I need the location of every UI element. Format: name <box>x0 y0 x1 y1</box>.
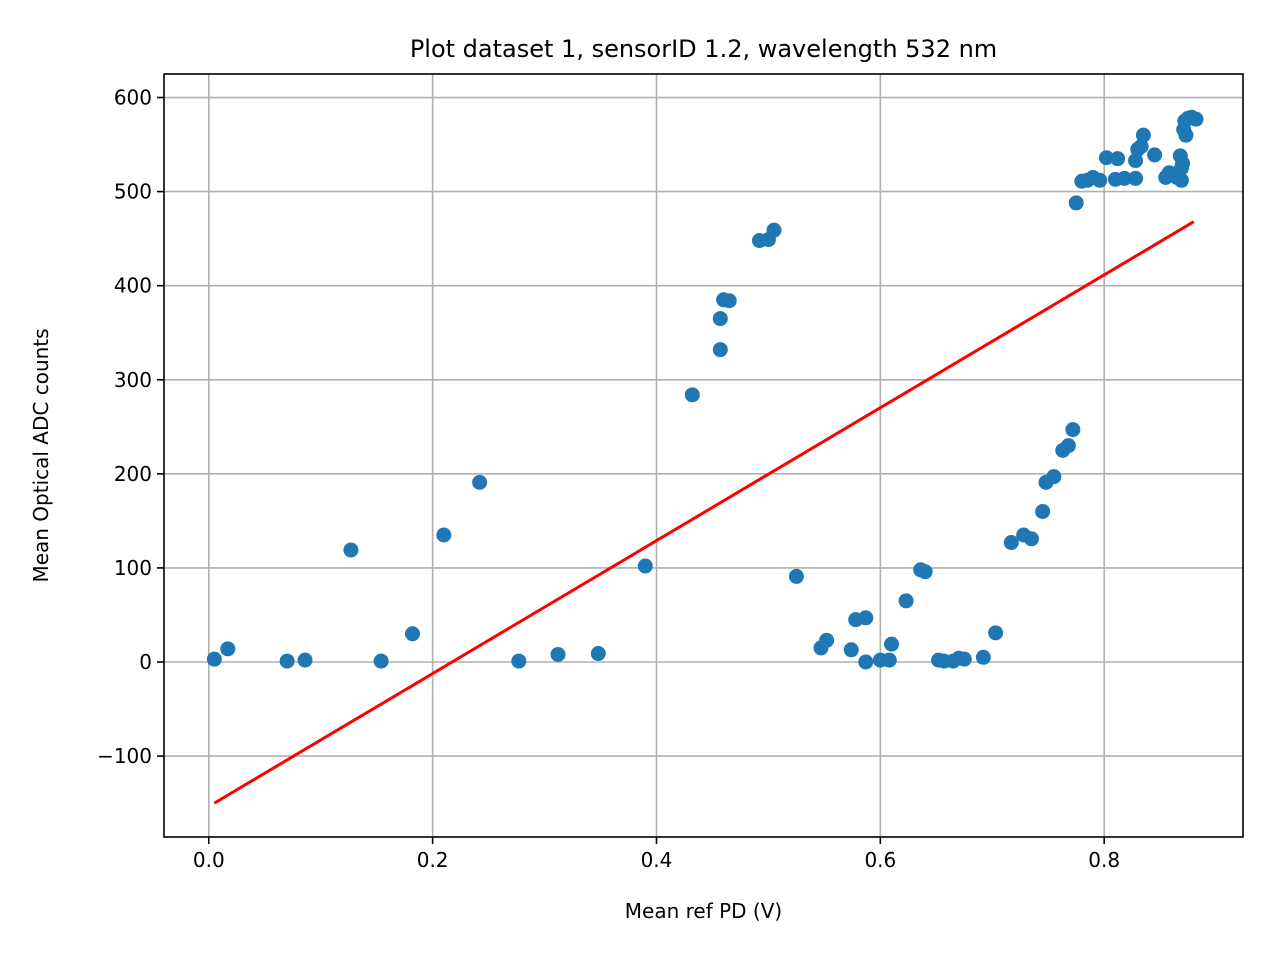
x-tick-label: 0.4 <box>641 848 673 872</box>
data-point <box>1060 438 1076 454</box>
data-point <box>511 653 527 669</box>
y-tick-label: 200 <box>114 462 152 486</box>
data-point <box>590 646 606 662</box>
data-point <box>1035 503 1051 519</box>
data-point <box>1098 150 1114 166</box>
data-point <box>1068 195 1084 211</box>
x-axis-label: Mean ref PD (V) <box>625 899 782 923</box>
data-point <box>1128 170 1144 186</box>
data-point <box>297 652 313 668</box>
data-point <box>1128 153 1144 169</box>
data-point <box>1133 138 1149 154</box>
y-tick-label: 500 <box>114 180 152 204</box>
data-point <box>1188 111 1204 127</box>
y-axis-ticks: −100 0 100 200 300 400 500 600 <box>97 86 164 768</box>
data-point <box>721 293 737 309</box>
data-point <box>788 568 804 584</box>
data-point <box>1175 155 1191 171</box>
data-point <box>1178 127 1194 143</box>
data-point <box>881 652 897 668</box>
plot-frame <box>163 73 1244 838</box>
data-point <box>1135 127 1151 143</box>
x-tick-label: 0.6 <box>864 848 896 872</box>
y-tick-label: 600 <box>114 86 152 110</box>
y-tick-label: 300 <box>114 368 152 392</box>
data-point <box>956 651 972 667</box>
data-point <box>550 646 566 662</box>
chart-title: Plot dataset 1, sensorID 1.2, wavelength… <box>410 35 997 63</box>
x-tick-label: 0.2 <box>417 848 449 872</box>
fit-line <box>213 220 1195 805</box>
data-point <box>843 642 859 658</box>
data-point <box>1110 151 1126 167</box>
x-tick-label: 0.8 <box>1088 848 1120 872</box>
y-tick-label: 100 <box>114 556 152 580</box>
data-point <box>220 641 236 657</box>
data-point <box>975 649 991 665</box>
y-tick-label: 400 <box>114 274 152 298</box>
data-point <box>819 632 835 648</box>
data-point <box>1147 147 1163 163</box>
data-point <box>1092 172 1108 188</box>
data-point <box>1173 172 1189 188</box>
scatter-points <box>206 109 1204 670</box>
data-point <box>436 527 452 543</box>
y-tick-label: 0 <box>139 650 152 674</box>
data-point <box>858 654 874 670</box>
data-point <box>858 610 874 626</box>
data-point <box>1116 170 1132 186</box>
data-point <box>898 593 914 609</box>
data-point <box>343 542 359 558</box>
data-point <box>712 342 728 358</box>
data-point <box>917 564 933 580</box>
data-point <box>279 653 295 669</box>
x-axis-ticks: 0.0 0.2 0.4 0.6 0.8 <box>193 837 1120 872</box>
data-point <box>1065 422 1081 438</box>
grid-lines <box>164 74 1243 837</box>
x-tick-label: 0.0 <box>193 848 225 872</box>
data-point <box>684 387 700 403</box>
data-point <box>766 222 782 238</box>
data-point <box>1023 531 1039 547</box>
data-point <box>988 625 1004 641</box>
data-point <box>373 653 389 669</box>
data-point <box>712 311 728 327</box>
data-point <box>1003 535 1019 551</box>
data-point <box>404 626 420 642</box>
data-point <box>884 636 900 652</box>
fit-line-group <box>213 220 1195 805</box>
data-point <box>206 651 222 667</box>
data-point <box>1046 469 1062 485</box>
data-point <box>637 558 653 574</box>
y-axis-label: Mean Optical ADC counts <box>29 328 53 582</box>
y-tick-label: −100 <box>97 744 152 768</box>
data-point <box>472 474 488 490</box>
